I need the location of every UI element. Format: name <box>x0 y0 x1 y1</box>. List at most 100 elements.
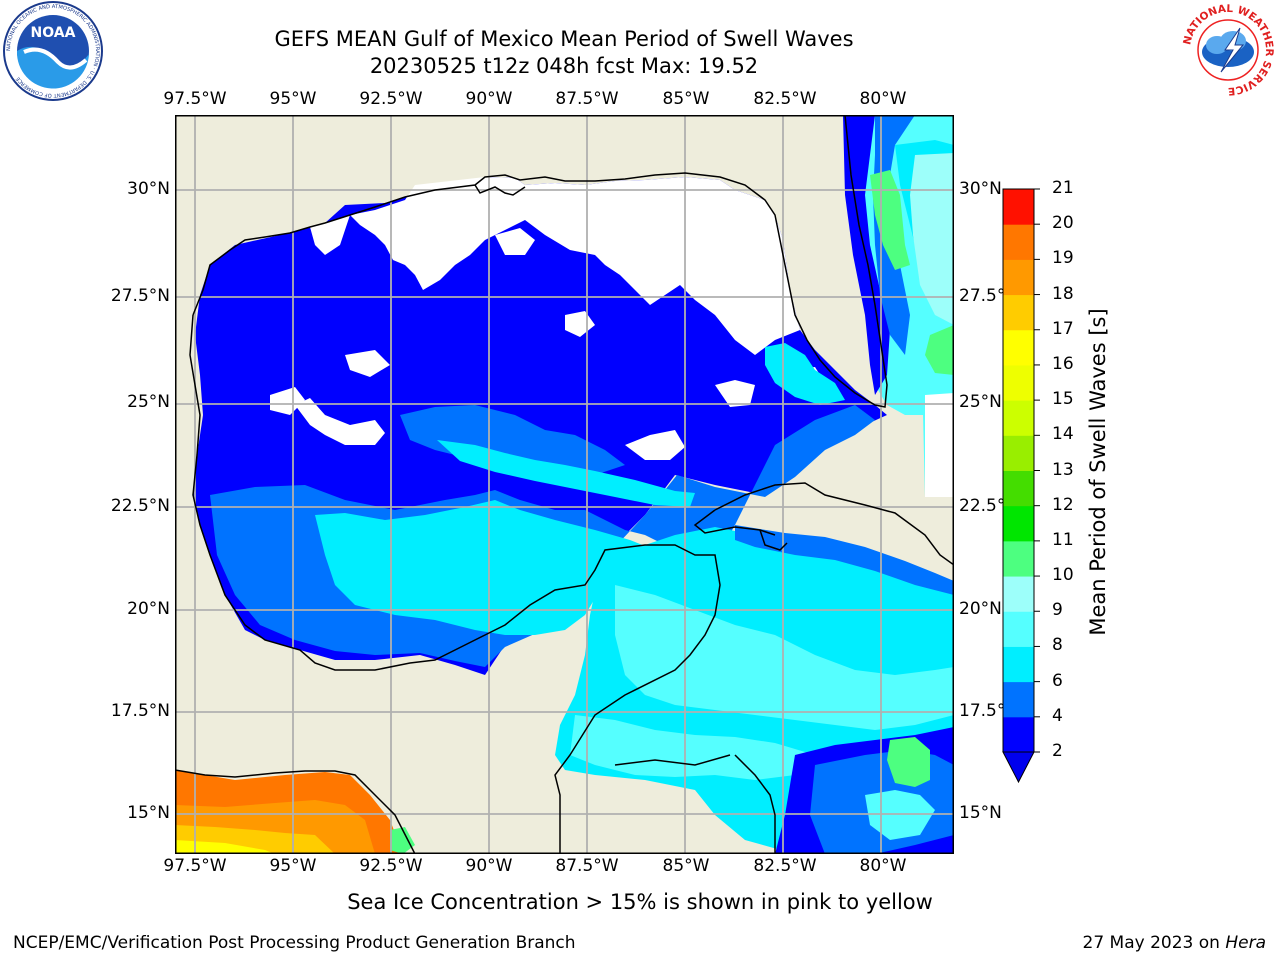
colorbar-tick-label: 14 <box>1052 424 1074 445</box>
colorbar-tick-label: 20 <box>1052 213 1074 234</box>
host-name: Hera <box>1225 933 1266 953</box>
no-data-patch <box>715 380 755 407</box>
swell-contour-4-6 <box>765 343 845 405</box>
colorbar-tick-label: 10 <box>1052 565 1074 586</box>
lat-label-right: 15°N <box>959 803 1002 823</box>
pacific-swell-green <box>390 827 415 854</box>
lat-label-left: 15°N <box>127 803 170 823</box>
lon-label-top: 97.5°W <box>163 89 227 109</box>
no-data-patch <box>495 228 535 255</box>
colorbar-bin <box>1003 505 1034 542</box>
lat-label-left: 30°N <box>127 179 170 199</box>
lon-label-bottom: 92.5°W <box>359 856 423 876</box>
colorbar-tick-label: 9 <box>1052 600 1063 621</box>
noaa-logo-text: NOAA <box>31 25 76 41</box>
colorbar-bin <box>1003 646 1034 683</box>
credit-line: NCEP/EMC/Verification Post Processing Pr… <box>13 933 576 953</box>
lat-label-right: 25°N <box>959 392 1002 412</box>
lat-label-left: 20°N <box>127 599 170 619</box>
colorbar-bin <box>1003 435 1034 471</box>
caribbean-swell-light <box>570 715 815 780</box>
no-data-patch <box>270 387 305 415</box>
colorbar-tick-label: 19 <box>1052 248 1074 269</box>
lat-label-right: 17.5° <box>959 701 1006 721</box>
atlantic-swell-light <box>910 153 954 325</box>
caribbean-swell-light <box>615 585 954 730</box>
colorbar-tick-label: 6 <box>1052 670 1063 691</box>
lon-label-bottom: 95°W <box>269 856 317 876</box>
nws-logo: NATIONAL WEATHER SERVICE <box>1181 3 1275 97</box>
lat-label-left: 25°N <box>127 392 170 412</box>
lon-label-bottom: 82.5°W <box>753 856 817 876</box>
map-title: GEFS MEAN Gulf of Mexico Mean Period of … <box>274 27 854 51</box>
colorbar-bin <box>1003 189 1034 225</box>
map-panel <box>175 115 954 854</box>
pacific-swell <box>175 840 275 854</box>
no-data-patch <box>310 177 800 355</box>
caribbean-swell-green <box>887 737 930 787</box>
atlantic-swell-green <box>870 170 910 270</box>
lon-label-bottom: 87.5°W <box>555 856 619 876</box>
colorbar-tick-label: 2 <box>1052 741 1063 761</box>
colorbar-bin <box>1003 681 1034 718</box>
swell-contour-4-6 <box>437 440 695 507</box>
colorbar-tick-label: 4 <box>1052 705 1063 726</box>
colorbar-tick-label: 12 <box>1052 494 1074 515</box>
colorbar-tick-label: 17 <box>1052 318 1074 339</box>
map-subtitle: 20230525 t12z 048h fcst Max: 19.52 <box>369 54 759 78</box>
date-line: 27 May 2023 on Hera <box>1083 933 1267 953</box>
colorbar-bin <box>1003 364 1034 401</box>
colorbar-bin <box>1003 540 1034 577</box>
colorbar-bin <box>1003 576 1034 612</box>
colorbar-tick-label: 21 <box>1052 178 1074 198</box>
colorbar-tick-label: 11 <box>1052 529 1074 550</box>
colorbar-bin <box>1003 329 1034 366</box>
colorbar-label: Mean Period of Swell Waves [s] <box>1086 308 1110 636</box>
gridlines <box>175 115 954 854</box>
lon-label-bottom: 97.5°W <box>163 856 227 876</box>
lon-label-top: 92.5°W <box>359 89 423 109</box>
lat-label-left: 17.5°N <box>110 701 170 721</box>
no-data-patch <box>345 350 390 377</box>
colorbar-bin <box>1003 259 1034 296</box>
colorbar-bin <box>1003 716 1034 753</box>
colorbar-tick-label: 16 <box>1052 353 1074 374</box>
colorbar-bin <box>1003 294 1034 331</box>
map-frame <box>175 115 954 854</box>
lon-label-top: 85°W <box>662 89 710 109</box>
no-data-patch <box>295 398 385 445</box>
lat-label-right: 20°N <box>959 599 1002 619</box>
colorbar-tick-label: 8 <box>1052 635 1063 656</box>
colorbar-bin <box>1003 400 1034 436</box>
colorbar-tick-label: 18 <box>1052 283 1074 304</box>
colorbar-extend-arrow <box>1002 751 1035 784</box>
lon-label-top: 95°W <box>269 89 317 109</box>
no-data-patch <box>625 430 685 460</box>
coastlines <box>175 115 954 854</box>
noaa-logo: NOAA NATIONAL OCEANIC AND ATMOSPHERIC AD… <box>3 1 103 101</box>
lat-label-left: 22.5°N <box>110 496 170 516</box>
colorbar-bin <box>1003 611 1034 647</box>
caribbean-swell-edge <box>735 525 954 595</box>
swell-contour-2-4 <box>400 405 625 480</box>
lat-label-right: 27.5° <box>959 286 1006 306</box>
lon-label-bottom: 90°W <box>465 856 513 876</box>
lon-label-top: 82.5°W <box>753 89 817 109</box>
atlantic-swell-green <box>925 325 954 375</box>
swell-contour-4-6 <box>315 500 695 635</box>
lon-label-bottom: 85°W <box>662 856 710 876</box>
lon-label-bottom: 80°W <box>859 856 907 876</box>
lon-label-top: 87.5°W <box>555 89 619 109</box>
colorbar <box>1002 188 1040 784</box>
colorbar-bin <box>1003 224 1034 260</box>
lat-label-left: 27.5°N <box>110 286 170 306</box>
lon-label-top: 80°W <box>859 89 907 109</box>
lat-label-right: 22.5° <box>959 496 1006 516</box>
sea-ice-note: Sea Ice Concentration > 15% is shown in … <box>347 890 933 914</box>
lat-label-right: 30°N <box>959 179 1002 199</box>
no-data-patch <box>925 393 954 497</box>
caribbean-swell-light <box>865 790 935 840</box>
colorbar-bin <box>1003 470 1034 507</box>
colorbar-tick-label: 15 <box>1052 389 1074 410</box>
colorbar-tick-label: 13 <box>1052 459 1074 480</box>
